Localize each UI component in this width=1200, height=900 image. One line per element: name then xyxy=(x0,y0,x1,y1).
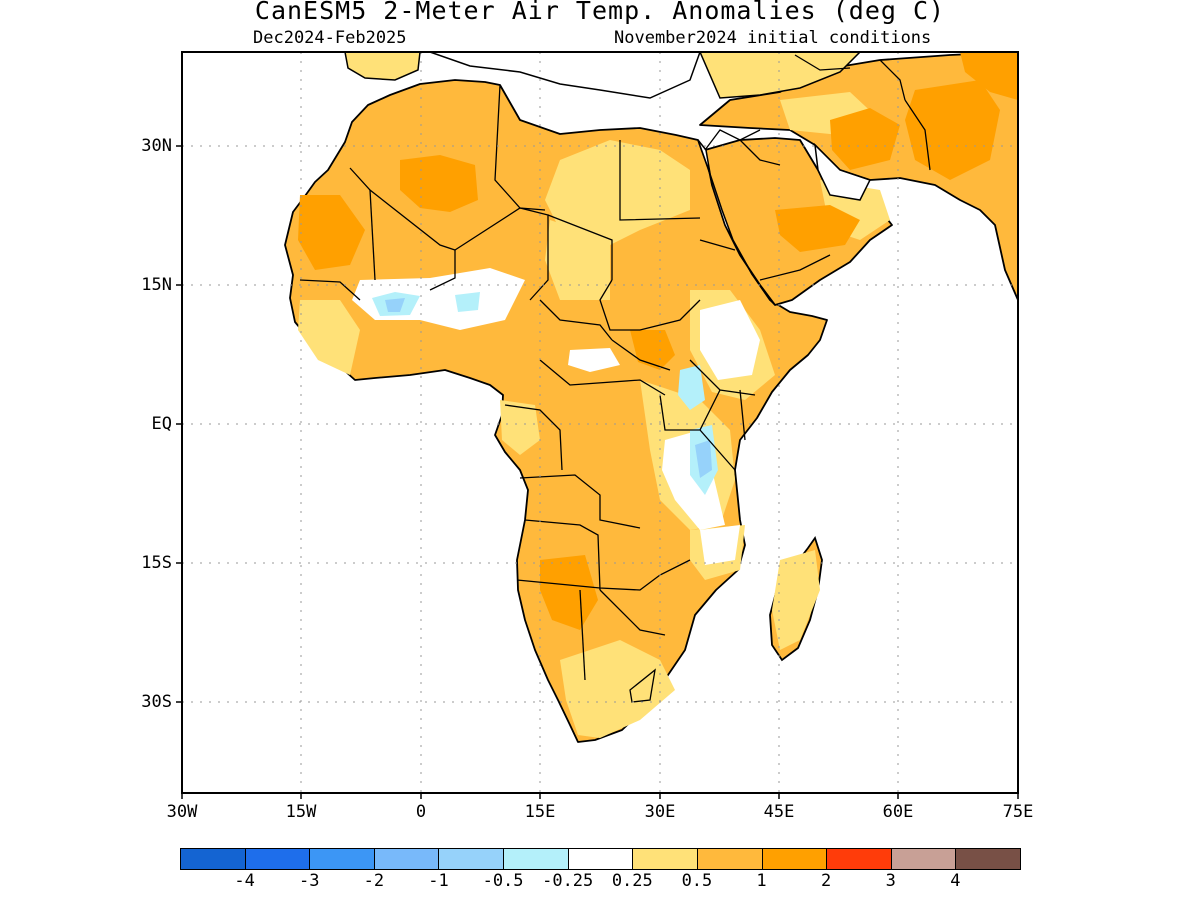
lon-label-15w: 15W xyxy=(285,802,317,822)
colorbar-label: 0.5 xyxy=(681,871,713,891)
colorbar-swatch xyxy=(373,848,440,870)
colorbar-label: 2 xyxy=(821,871,832,891)
graticule xyxy=(182,52,1018,793)
anomaly-zone xyxy=(298,300,360,375)
colorbar-swatch xyxy=(309,848,375,870)
warm-anomaly-zone xyxy=(400,155,478,212)
lat-label-15s: 15S xyxy=(141,553,172,573)
colorbar-swatch xyxy=(890,848,957,870)
colorbar-label: 3 xyxy=(885,871,896,891)
lon-label-30w: 30W xyxy=(166,802,198,822)
lon-label-60e: 60E xyxy=(882,802,914,822)
anomaly-zone xyxy=(500,400,540,455)
colorbar-label: -1 xyxy=(428,871,449,891)
colorbar-swatch xyxy=(632,848,698,870)
warm-anomaly-zone xyxy=(830,108,900,170)
anomaly-zone xyxy=(772,550,820,650)
colorbar-label: -2 xyxy=(363,871,385,891)
colorbar-swatch xyxy=(955,848,1021,870)
anomaly-zone xyxy=(560,640,675,738)
lon-label-75e: 75E xyxy=(1002,802,1034,822)
map-frame xyxy=(181,51,1019,794)
initial-conditions: November2024 initial conditions xyxy=(614,28,932,48)
lon-label-45e: 45E xyxy=(763,802,795,822)
cold-anomaly-zone xyxy=(455,292,480,312)
near-zero-zone xyxy=(662,430,725,530)
colorbar-swatch xyxy=(503,848,569,870)
warm-anomaly-zone xyxy=(540,555,598,630)
colorbar-swatch xyxy=(567,848,634,870)
warm-anomaly-zone xyxy=(298,195,365,270)
colorbar-swatch xyxy=(826,848,892,870)
colorbar-label: 4 xyxy=(950,871,961,891)
lat-label-30n: 30N xyxy=(141,136,172,156)
colorbar-swatch xyxy=(244,848,311,870)
cold-anomaly-zone xyxy=(678,365,705,410)
colorbar-label: -4 xyxy=(234,871,255,891)
colorbar-swatch xyxy=(180,848,246,870)
forecast-period: Dec2024-Feb2025 xyxy=(253,28,407,48)
warm-anomaly-zone xyxy=(960,52,1018,100)
persian-gulf xyxy=(813,142,872,201)
lon-label-30e: 30E xyxy=(644,802,676,822)
colorbar-label: 1 xyxy=(756,871,767,891)
colorbar-label: -3 xyxy=(298,871,320,891)
colorbar-swatch xyxy=(761,848,828,870)
europe-land xyxy=(344,52,421,81)
europe-land-3 xyxy=(699,52,862,99)
lat-label-15n: 15N xyxy=(141,275,172,295)
anomaly-zone xyxy=(545,140,690,250)
lon-label-15e: 15E xyxy=(524,802,556,822)
colorbar-swatch xyxy=(438,848,505,870)
anomaly-zone xyxy=(545,220,610,300)
near-zero-zone xyxy=(568,348,620,372)
near-zero-zone xyxy=(700,300,760,380)
colorbar-swatch xyxy=(696,848,763,870)
map-title: CanESM5 2-Meter Air Temp. Anomalies (deg… xyxy=(254,0,946,25)
lon-label-0: 0 xyxy=(415,802,427,822)
warm-anomaly-zone xyxy=(775,205,860,252)
colorbar-label: -0.25 xyxy=(542,871,594,891)
cold-anomaly-zone xyxy=(695,440,712,478)
country-borders xyxy=(299,54,931,703)
colorbar xyxy=(180,848,1021,870)
colorbar-label: 0.25 xyxy=(611,871,653,891)
cold-anomaly-zone xyxy=(385,298,405,312)
red-sea xyxy=(697,139,776,306)
europe-land-2 xyxy=(429,52,701,99)
lat-label-30s: 30S xyxy=(141,692,172,712)
colorbar-label: -0.5 xyxy=(482,871,524,891)
lat-label-eq: EQ xyxy=(151,414,172,434)
near-zero-zone xyxy=(700,525,740,565)
